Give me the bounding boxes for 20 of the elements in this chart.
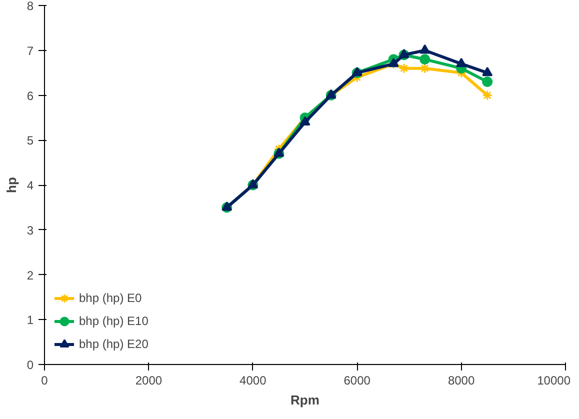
x-tick-label: 10000 — [537, 374, 571, 388]
y-tick-label: 7 — [26, 44, 34, 58]
legend-label: bhp (hp) E20 — [79, 337, 148, 351]
y-tick-label: 5 — [26, 134, 34, 148]
y-tick-label: 2 — [26, 268, 34, 282]
x-tick-label: 4000 — [240, 374, 267, 388]
x-tick-label: 6000 — [344, 374, 371, 388]
legend-label: bhp (hp) E0 — [79, 291, 142, 305]
y-tick-label: 3 — [26, 223, 34, 238]
y-axis-title: hp — [4, 177, 19, 193]
y-tick-label: 0 — [26, 358, 34, 372]
x-axis-title: Rpm — [290, 392, 320, 408]
y-tick-label: 1 — [26, 313, 34, 328]
x-tick-label: 2000 — [135, 374, 162, 388]
x-tick-label: 8000 — [448, 374, 475, 388]
y-tick-label: 6 — [26, 88, 34, 103]
y-tick-label: 8 — [26, 0, 34, 13]
x-tick-label: 0 — [41, 374, 48, 388]
y-tick-label: 4 — [26, 178, 34, 192]
legend-label: bhp (hp) E10 — [79, 314, 148, 328]
